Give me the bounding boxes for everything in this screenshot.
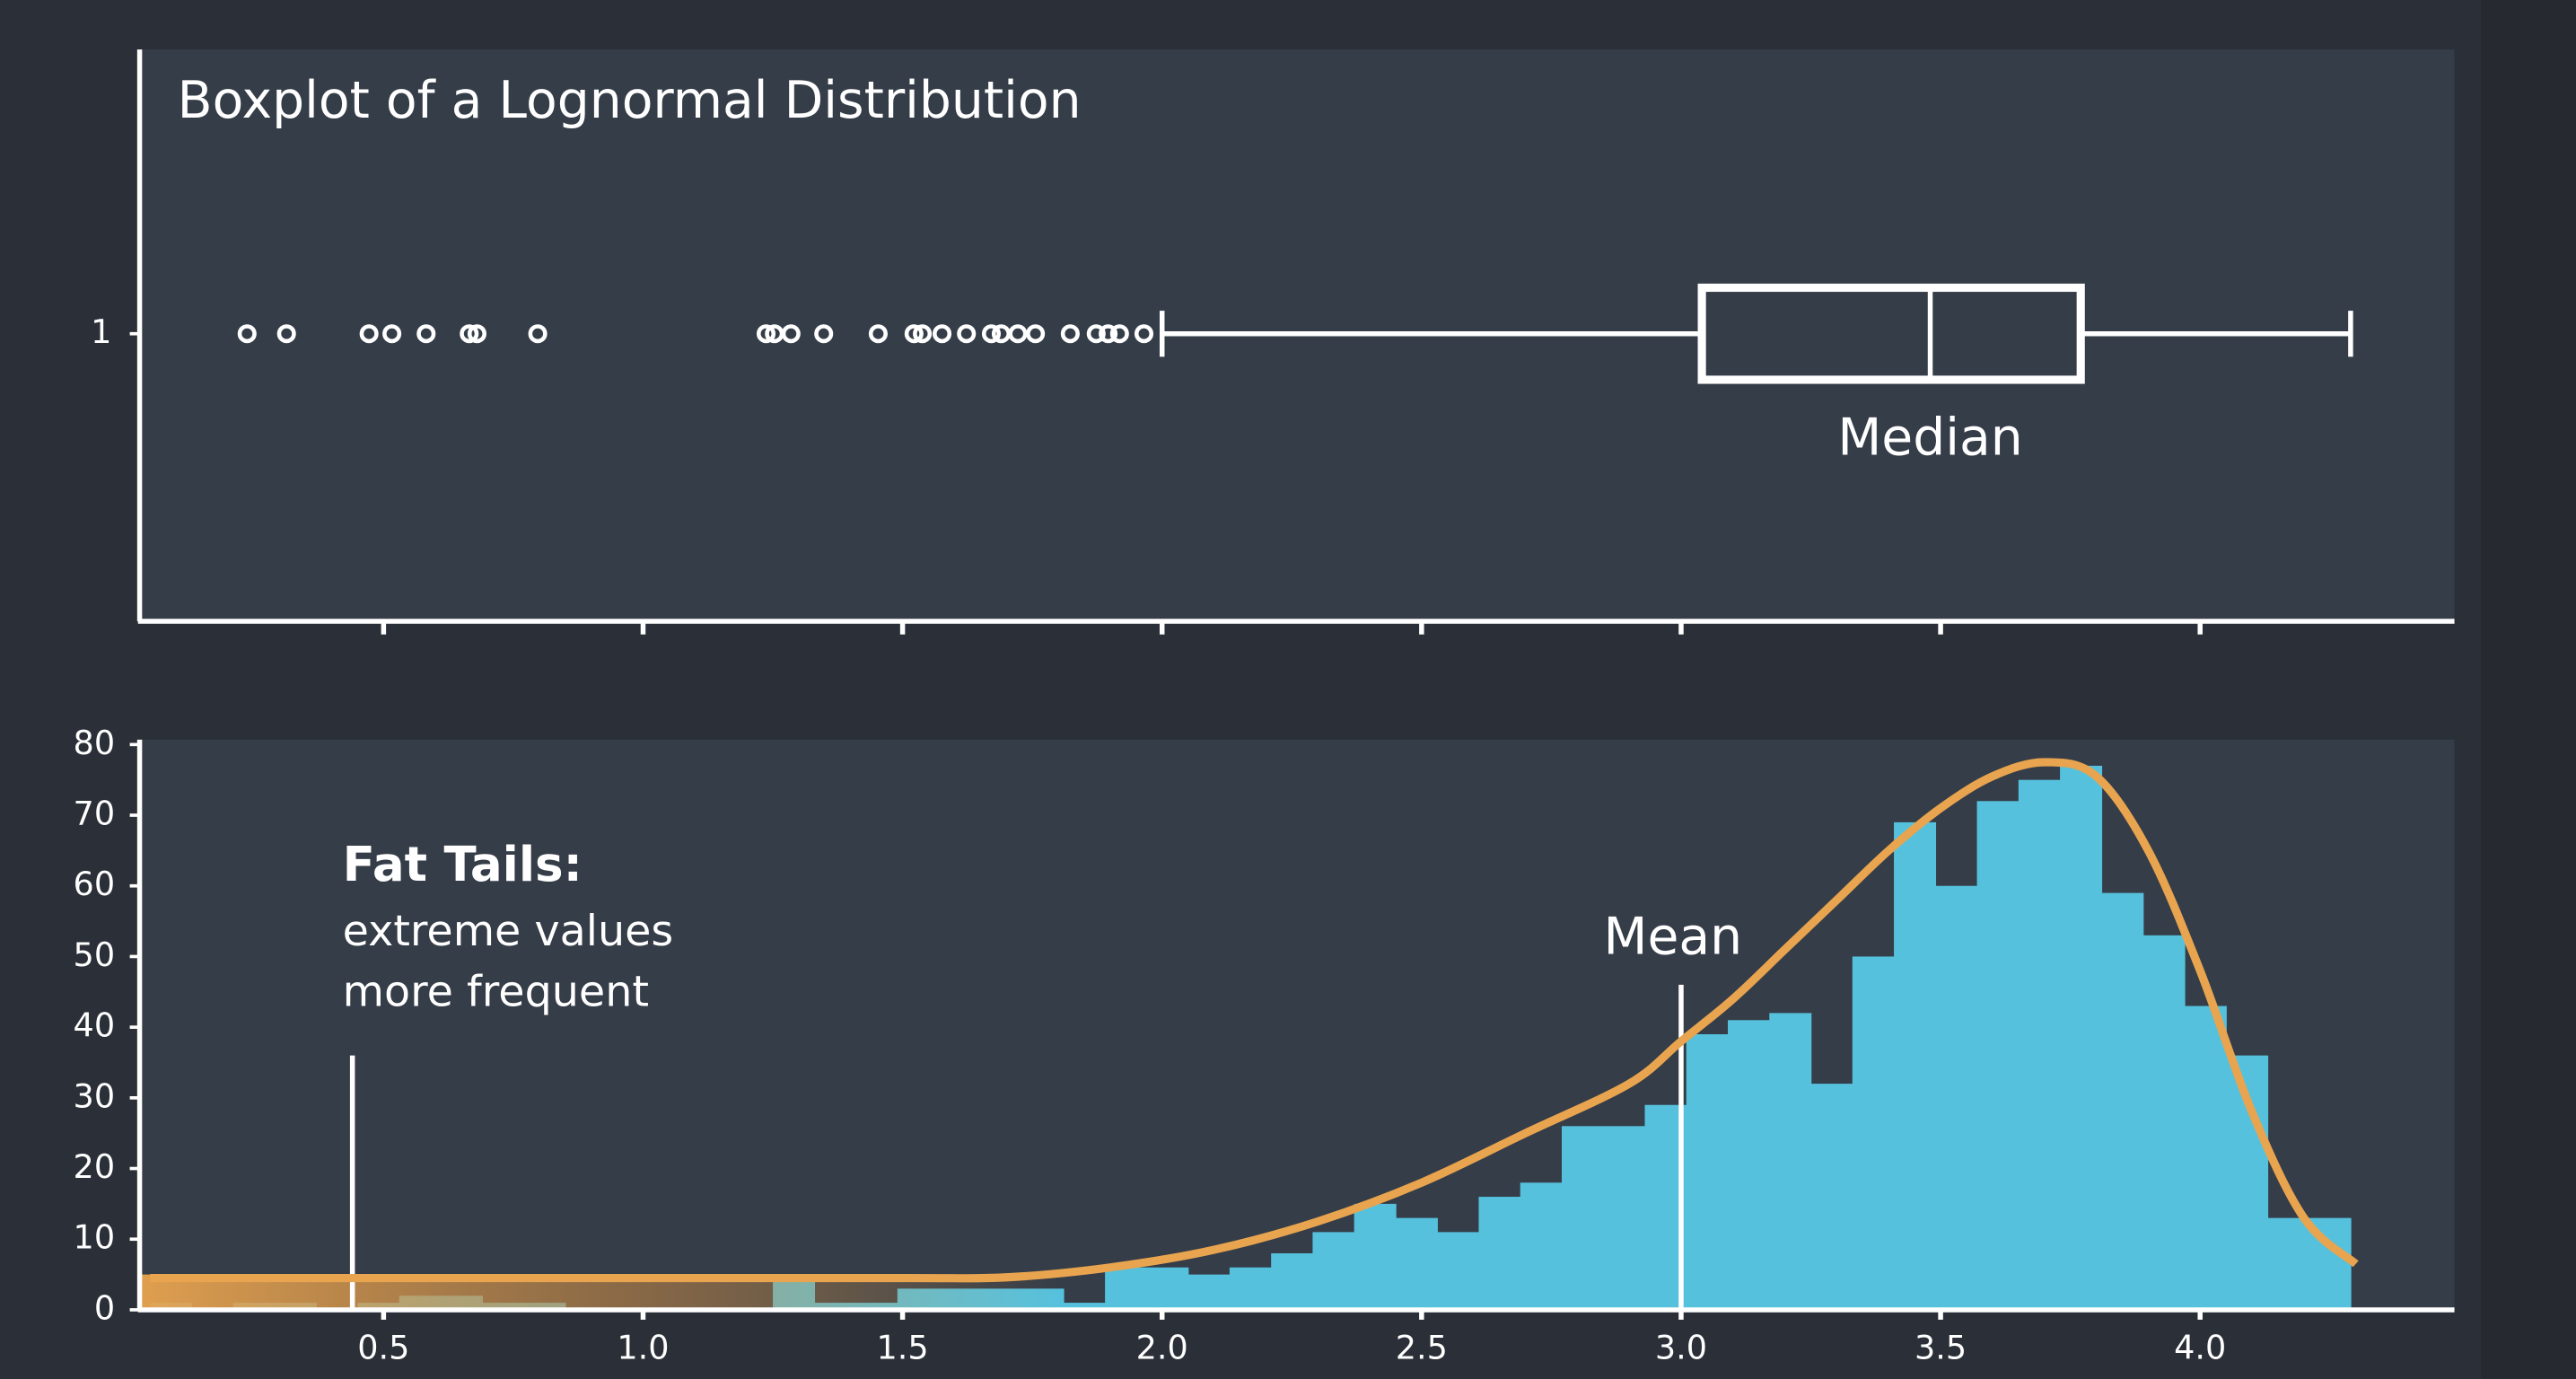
histogram-bar xyxy=(1894,821,1937,1310)
y-tick-label: 70 xyxy=(74,795,116,833)
histogram-bar xyxy=(1810,1084,1853,1310)
outlier xyxy=(1060,324,1080,344)
outlier xyxy=(276,324,296,344)
outlier xyxy=(460,324,479,344)
histogram-bar xyxy=(1354,1203,1397,1310)
annotation-text: more frequent xyxy=(343,968,649,1017)
outlier xyxy=(1109,324,1129,344)
x-tick-label: 4.0 xyxy=(2174,1328,2226,1366)
histogram-bar xyxy=(2184,1006,2227,1310)
y-tick-label: 0 xyxy=(94,1288,115,1327)
histogram-bar xyxy=(1437,1232,1480,1310)
x-tick-label: 3.0 xyxy=(1655,1328,1707,1366)
outlier xyxy=(913,324,933,344)
histogram-bar xyxy=(1561,1126,1604,1310)
histogram-bar xyxy=(1769,1013,1812,1310)
histogram-bar xyxy=(1063,1303,1106,1310)
histogram-bar xyxy=(1686,1034,1729,1310)
y-tick-label: 1 xyxy=(91,312,111,351)
histogram-bar xyxy=(1976,801,2020,1310)
outlier xyxy=(528,324,548,344)
outlier xyxy=(467,324,486,344)
outlier xyxy=(933,324,952,344)
annotation-text: extreme values xyxy=(343,907,674,956)
histogram-bar xyxy=(2018,779,2061,1310)
side-strip xyxy=(2480,0,2576,1379)
outlier xyxy=(1134,324,1154,344)
density-curve xyxy=(150,758,2359,1283)
outlier xyxy=(416,324,436,344)
outlier xyxy=(868,324,888,344)
outlier xyxy=(981,324,1002,344)
annotation-title: Fat Tails: xyxy=(343,837,583,892)
histogram-bar xyxy=(1935,885,1978,1310)
x-tick-label: 1.0 xyxy=(617,1328,669,1366)
histogram-bar xyxy=(1271,1252,1314,1310)
box xyxy=(1697,283,2085,384)
x-tick-label: 0.5 xyxy=(357,1328,409,1366)
y-tick-label: 60 xyxy=(74,865,116,903)
median-label: Median xyxy=(1837,408,2022,467)
histogram-bar xyxy=(2101,892,2144,1310)
y-tick-label: 80 xyxy=(74,724,116,762)
y-tick-label: 30 xyxy=(74,1076,116,1115)
outlier xyxy=(359,324,379,344)
histogram-bar xyxy=(1603,1126,1646,1310)
outlier xyxy=(1099,324,1118,344)
y-tick-label: 40 xyxy=(74,1006,116,1045)
x-tick-label: 2.0 xyxy=(1136,1328,1188,1366)
histogram-bar xyxy=(1852,956,1895,1310)
outlier xyxy=(1086,324,1106,344)
histogram-bar xyxy=(1105,1267,1148,1310)
histogram-bar xyxy=(2060,765,2103,1310)
histogram-bar xyxy=(1520,1182,1563,1310)
histogram-bar xyxy=(1312,1232,1355,1310)
histogram-bar xyxy=(1478,1197,1521,1310)
x-tick-label: 3.5 xyxy=(1914,1328,1967,1366)
annotation-title: Mean xyxy=(1604,908,1743,967)
outlier xyxy=(382,324,402,344)
y-tick-label: 50 xyxy=(74,935,116,974)
x-tick-label: 2.5 xyxy=(1396,1328,1448,1366)
histogram-bar xyxy=(1187,1274,1231,1310)
histogram-bar xyxy=(1146,1267,1189,1310)
outlier xyxy=(904,324,924,344)
outlier xyxy=(957,324,977,344)
outlier xyxy=(781,324,801,344)
histogram-bar xyxy=(1728,1020,1771,1310)
y-tick-label: 20 xyxy=(74,1147,116,1186)
outlier xyxy=(814,324,834,344)
histogram-bar xyxy=(1229,1267,1272,1310)
histogram-bar xyxy=(1395,1217,1438,1310)
y-tick-label: 10 xyxy=(74,1218,116,1257)
outlier xyxy=(756,324,776,344)
chart-title: Boxplot of a Lognormal Distribution xyxy=(178,71,1082,130)
outlier xyxy=(1026,324,1046,344)
x-tick-label: 1.5 xyxy=(876,1328,928,1366)
outlier xyxy=(237,324,257,344)
histogram-bar xyxy=(2142,935,2186,1310)
histogram-bar xyxy=(2267,1217,2310,1310)
outlier xyxy=(1008,324,1028,344)
